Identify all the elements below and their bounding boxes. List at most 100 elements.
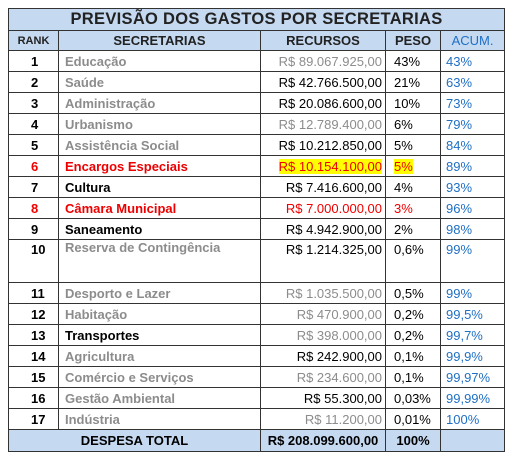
cell-text: R$ 242.900,00: [296, 348, 382, 364]
table-row: 13 Transportes R$ 398.000,00 0,2% 99,7%: [8, 324, 506, 346]
rank-cell: 2: [8, 71, 59, 93]
name-cell: Educação: [58, 50, 261, 72]
cell-text: 0,1%: [394, 348, 424, 364]
rec-cell: R$ 398.000,00: [260, 324, 386, 346]
rec-cell: R$ 89.067.925,00: [260, 50, 386, 72]
cell-text: 16: [31, 390, 46, 406]
name-cell: Comércio e Serviços: [58, 366, 261, 388]
total-row: DESPESA TOTAL R$ 208.099.600,00 100%: [8, 429, 506, 452]
cell-text: Agricultura: [65, 348, 135, 364]
title: PREVISÃO DOS GASTOS POR SECRETARIAS: [7, 8, 506, 31]
cell-text: R$ 55.300,00: [303, 390, 382, 406]
table-row: 5 Assistência Social R$ 10.212.850,00 5% 84%: [8, 134, 506, 156]
cell-text: Reserva de Contingência: [65, 240, 221, 256]
cell-text: 93%: [446, 179, 473, 195]
cell-text: Indústria: [65, 411, 120, 427]
cell-text: Câmara Municipal: [65, 200, 177, 216]
acum-cell: 93%: [439, 176, 506, 198]
acum-cell: 43%: [439, 50, 506, 72]
table-row: 10 Reserva de Contingência R$ 1.214.325,00…: [8, 239, 506, 283]
cell-text: 12: [31, 306, 46, 322]
cell-text: R$ 20.086.600,00: [278, 95, 382, 111]
rank-cell: 14: [8, 345, 59, 367]
cell-text: R$ 1.214.325,00: [285, 242, 382, 257]
table-body: PREVISÃO DOS GASTOS POR SECRETARIAS RANK…: [7, 8, 506, 452]
table-row: 9 Saneamento R$ 4.942.900,00 2% 98%: [8, 218, 506, 240]
acum-cell: 99,9%: [439, 345, 506, 367]
header-row: RANK SECRETARIAS RECURSOS PESO ACUM.: [8, 30, 506, 51]
cell-text: Gestão Ambiental: [65, 390, 176, 406]
cell-text: R$ 7.416.600,00: [285, 179, 382, 195]
cell-text: Desporto e Lazer: [65, 285, 171, 301]
cell-text: 84%: [446, 137, 473, 153]
acum-cell: 99,99%: [439, 387, 506, 409]
rec-cell: R$ 242.900,00: [260, 345, 386, 367]
cell-text: 0,01%: [394, 411, 431, 427]
table-row: 2 Saúde R$ 42.766.500,00 21% 63%: [8, 71, 506, 93]
acum-cell: 100%: [439, 408, 506, 430]
table-row: 1 Educação R$ 89.067.925,00 43% 43%: [8, 50, 506, 72]
acum-cell: 89%: [439, 155, 506, 177]
cell-text: R$ 398.000,00: [296, 327, 382, 343]
name-cell: Cultura: [58, 176, 261, 198]
rec-cell: R$ 10.154.100,00: [260, 155, 386, 177]
name-cell: Gestão Ambiental: [58, 387, 261, 409]
total-empty: [439, 429, 506, 452]
cell-text: 17: [31, 411, 46, 427]
total-cell: 100%: [385, 429, 441, 452]
cell-text: 100%: [446, 411, 480, 427]
cell-text: R$ 4.942.900,00: [285, 221, 382, 237]
total-cell: DESPESA TOTAL: [8, 429, 261, 452]
rec-cell: R$ 12.789.400,00: [260, 113, 386, 135]
peso-cell: 3%: [385, 197, 441, 219]
cell-text: 8: [31, 200, 39, 216]
table-row: 3 Administração R$ 20.086.600,00 10% 73%: [8, 92, 506, 114]
peso-cell: 0,1%: [385, 345, 441, 367]
cell-text: 43%: [446, 53, 473, 69]
cell-text: R$ 10.154.100,00: [278, 158, 382, 174]
name-cell: Transportes: [58, 324, 261, 346]
cell-text: 98%: [446, 221, 473, 237]
title-row: PREVISÃO DOS GASTOS POR SECRETARIAS: [7, 8, 506, 31]
rec-cell: R$ 20.086.600,00: [260, 92, 386, 114]
table-row: 11 Desporto e Lazer R$ 1.035.500,00 0,5% 99%: [8, 282, 506, 304]
name-cell: Saúde: [58, 71, 261, 93]
name-cell: Saneamento: [58, 218, 261, 240]
cell-text: 99%: [446, 285, 473, 301]
cell-text: 89%: [446, 158, 473, 174]
rank-cell: 4: [8, 113, 59, 135]
cell-text: 4: [31, 116, 39, 132]
cell-text: Urbanismo: [65, 116, 133, 132]
cell-text: 0,03%: [394, 390, 431, 406]
table-row: 6 Encargos Especiais R$ 10.154.100,00 5% 89%: [8, 155, 506, 177]
rank-cell: 12: [8, 303, 59, 325]
cell-text: 7: [31, 179, 39, 195]
acum-cell: 99%: [439, 282, 506, 304]
rank-cell: 9: [8, 218, 59, 240]
peso-cell: 6%: [385, 113, 441, 135]
cell-text: Transportes: [65, 327, 140, 343]
total-cell: R$ 208.099.600,00: [260, 429, 386, 452]
header-cell: PESO: [385, 30, 441, 51]
cell-text: 99,7%: [446, 327, 483, 343]
cell-text: 0,5%: [394, 285, 424, 301]
table-row: 16 Gestão Ambiental R$ 55.300,00 0,03% 99,99…: [8, 387, 506, 409]
peso-cell: 43%: [385, 50, 441, 72]
cell-text: 6: [31, 158, 39, 174]
rank-cell: 16: [8, 387, 59, 409]
rec-cell: R$ 7.416.600,00: [260, 176, 386, 198]
cell-text: Educação: [65, 53, 127, 69]
table-row: 7 Cultura R$ 7.416.600,00 4% 93%: [8, 176, 506, 198]
cell-text: Comércio e Serviços: [65, 369, 194, 385]
cell-text: 2: [31, 74, 39, 90]
cell-text: 43%: [394, 53, 421, 69]
acum-cell: 96%: [439, 197, 506, 219]
cell-text: 99,97%: [446, 369, 491, 385]
peso-cell: 5%: [385, 134, 441, 156]
rec-cell: R$ 7.000.000,00: [260, 197, 386, 219]
rank-cell: 17: [8, 408, 59, 430]
peso-cell: 0,2%: [385, 303, 441, 325]
cell-text: 21%: [394, 74, 421, 90]
cell-text: 99,5%: [446, 306, 483, 322]
cell-text: 3: [31, 95, 39, 111]
